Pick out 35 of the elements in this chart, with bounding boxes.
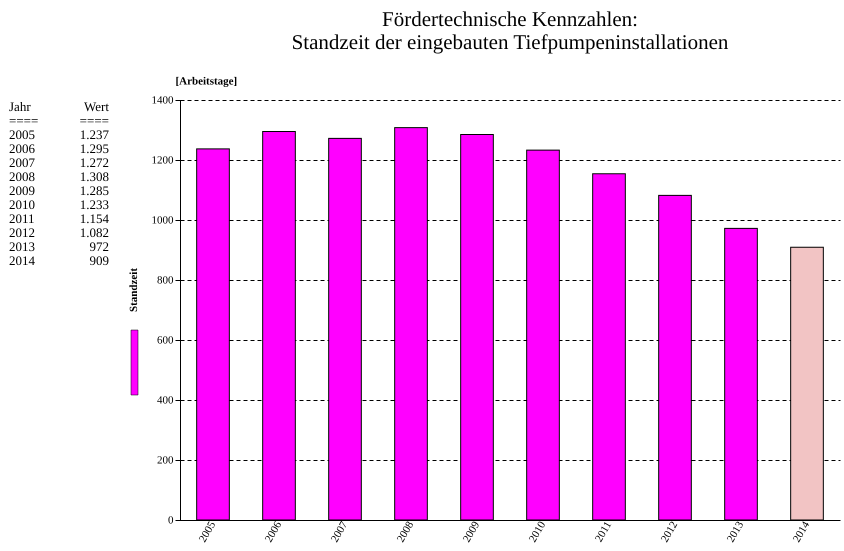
y-tick-label: 0: [168, 514, 174, 526]
y-tick-label: 1400: [152, 94, 174, 106]
text: 1.285: [80, 183, 109, 198]
category-label: 2006: [9, 141, 35, 156]
text: 1.237: [80, 127, 110, 142]
y-tick-label: 600: [157, 334, 174, 346]
category-label: 2012: [9, 225, 35, 240]
text: Wert: [84, 99, 110, 114]
y-axis-title: [Arbeitstage]: [176, 76, 238, 88]
category-label: 2007: [9, 155, 35, 170]
text: 1.082: [80, 225, 109, 240]
chart-title: Fördertechnische Kennzahlen: Standzeit der eingebauten Tiefpumpeninstallationen: [292, 7, 729, 54]
y-tick-label: 1200: [152, 154, 174, 166]
text: 1.272: [80, 155, 109, 170]
category-label: 2011: [9, 211, 35, 226]
category-label: 2008: [9, 169, 35, 184]
text: 909: [90, 253, 109, 268]
category-label: 2013: [9, 239, 35, 254]
y-tick-label: 200: [157, 454, 174, 466]
y-tick-label: 1000: [152, 214, 174, 226]
text: 1.233: [80, 197, 109, 212]
text: ====: [80, 113, 109, 128]
text: 1.295: [80, 141, 109, 156]
text: 1.308: [80, 169, 109, 184]
text: Standzeit: [128, 268, 140, 312]
text: Jahr: [9, 99, 32, 114]
text: 972: [90, 239, 109, 254]
text: ====: [9, 113, 38, 128]
category-label: 2005: [9, 127, 35, 142]
category-label: 2014: [9, 253, 35, 268]
text: 1.154: [80, 211, 110, 226]
category-label: 2010: [9, 197, 35, 212]
category-label: 2009: [9, 183, 35, 198]
y-tick-label: 400: [157, 394, 174, 406]
y-tick-label: 800: [157, 274, 174, 286]
